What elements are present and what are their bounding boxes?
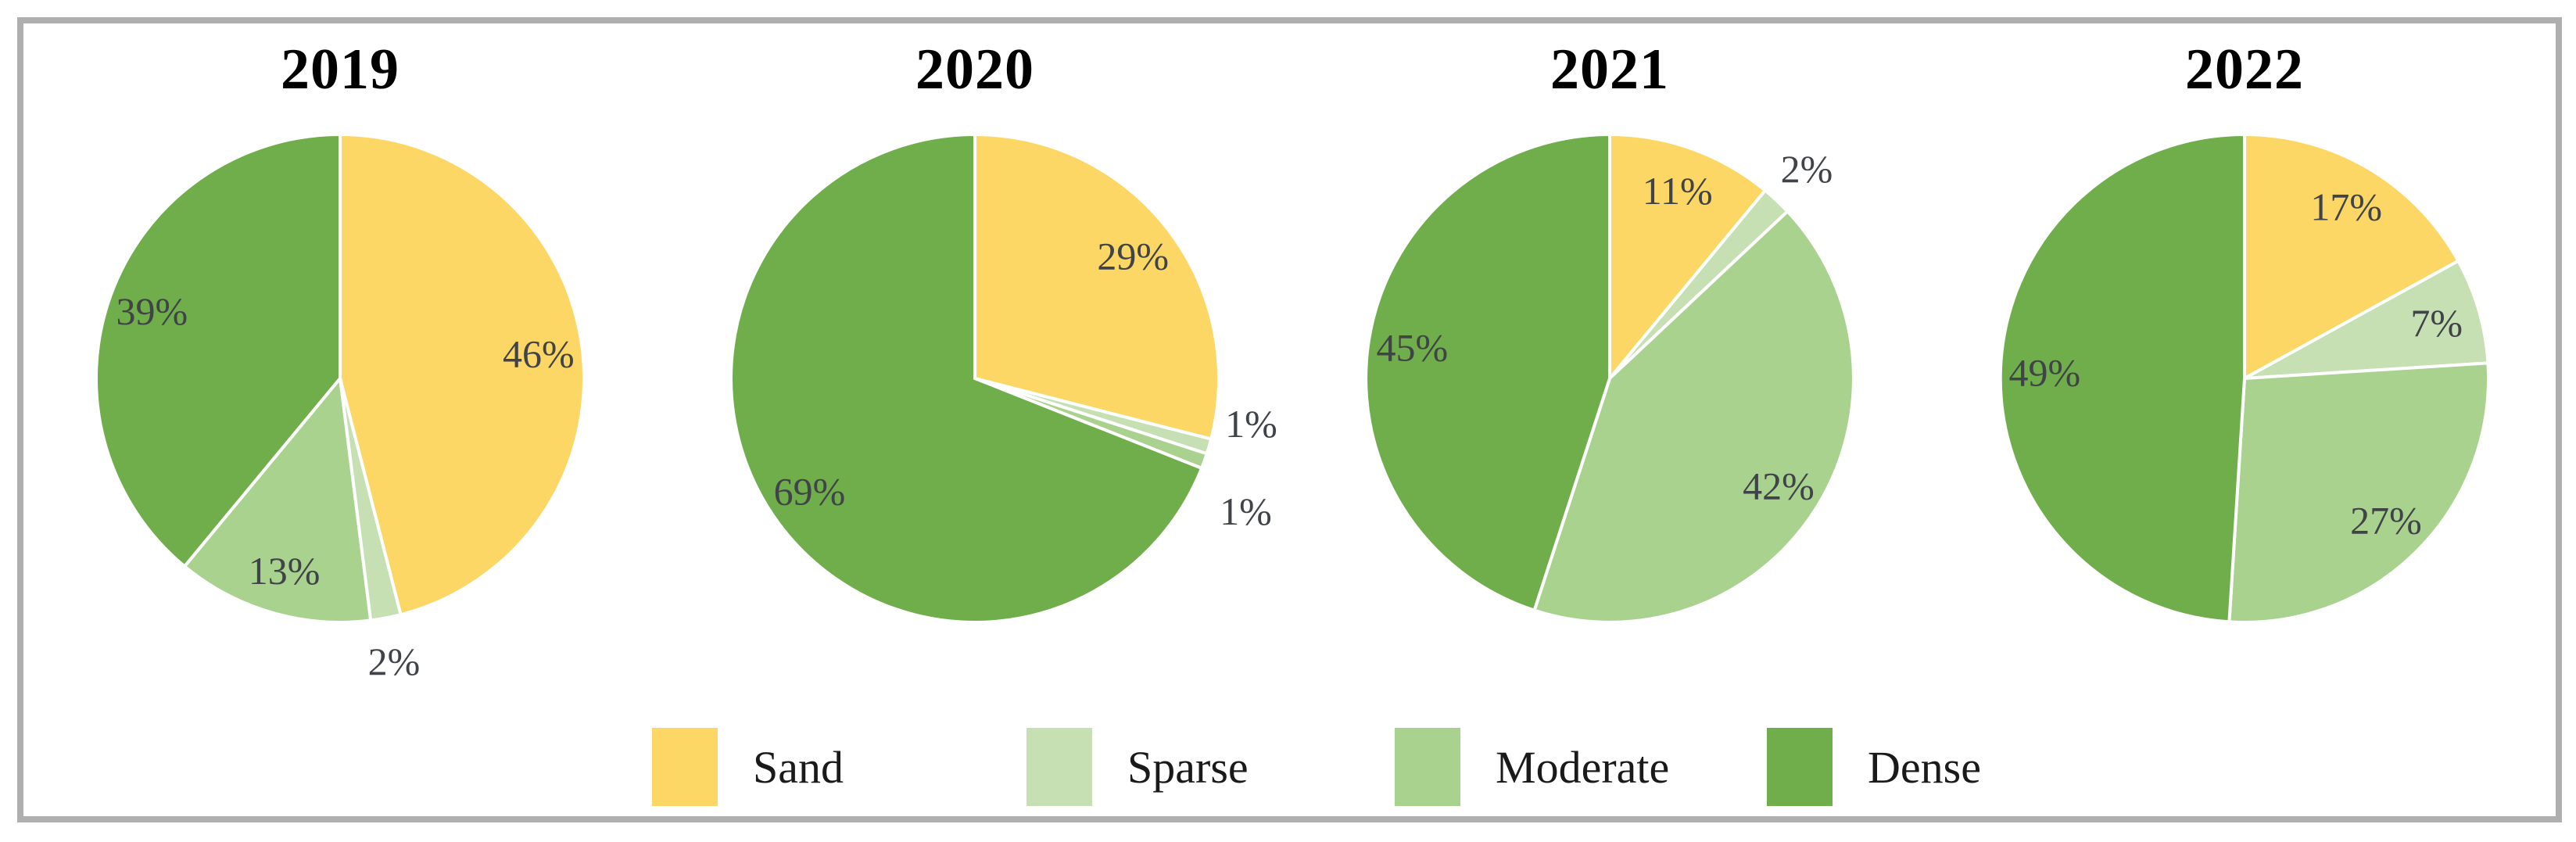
legend-item-sand: Sand	[652, 727, 844, 807]
legend-item-sparse: Sparse	[1026, 727, 1249, 807]
pie-label-2021-moderate: 42%	[1743, 464, 1815, 508]
pie-chart-2022: 17% 7% 27% 49%	[1998, 132, 2490, 624]
pie-label-2022-sand: 17%	[2310, 185, 2382, 228]
legend-item-dense: Dense	[1767, 727, 1981, 807]
pie-label-2020-sparse: 1%	[1225, 402, 1277, 446]
pie-slice-2022-dense	[1998, 132, 2246, 624]
legend-label-dense: Dense	[1868, 741, 1981, 793]
pie-label-2021-dense: 45%	[1376, 326, 1448, 370]
pie-slice-2019-sand	[339, 132, 586, 617]
pie-label-2019-moderate: 13%	[249, 549, 321, 593]
legend-item-moderate: Moderate	[1395, 727, 1669, 807]
pie-title-2021: 2021	[1550, 38, 1669, 102]
pie-title-2022: 2022	[2185, 38, 2304, 102]
pie-slice-2020-sand	[973, 132, 1220, 442]
pie-label-2020-dense: 69%	[774, 469, 846, 513]
legend-swatch-sparse	[1026, 728, 1092, 806]
legend-swatch-sand	[652, 728, 718, 806]
pie-chart-2021: 11% 2% 42% 45%	[1364, 132, 1855, 624]
pie-label-2020-moderate: 1%	[1220, 489, 1272, 533]
pie-label-2022-sparse: 7%	[2410, 301, 2463, 345]
pie-slice-2022-sand	[2243, 132, 2461, 382]
pie-title-2019: 2019	[281, 38, 399, 102]
pie-chart-2020: 29% 1% 1% 69%	[729, 132, 1277, 624]
pie-label-2019-sand: 46%	[503, 331, 575, 375]
pie-slice-2020-dense	[729, 132, 1204, 624]
pie-slice-2022-moderate	[2227, 361, 2490, 624]
legend-label-sparse: Sparse	[1127, 741, 1249, 793]
pie-chart-2019: 46% 2% 13% 39%	[95, 132, 586, 683]
pie-slice-2019-moderate	[182, 374, 373, 624]
pie-slice-2021-moderate	[1532, 209, 1855, 624]
legend-swatch-dense	[1767, 728, 1833, 806]
pie-label-2022-dense: 49%	[2008, 351, 2080, 395]
legend-label-moderate: Moderate	[1496, 741, 1670, 793]
pie-slice-2021-dense	[1364, 132, 1611, 613]
pie-slice-2021-sand	[1608, 132, 1768, 383]
pie-label-2022-moderate: 27%	[2350, 498, 2422, 542]
pie-title-2020: 2020	[915, 38, 1034, 102]
pie-label-2021-sand: 11%	[1643, 169, 1713, 213]
pie-label-2019-sparse: 2%	[368, 640, 421, 683]
pie-slice-2019-dense	[95, 132, 342, 569]
pie-label-2020-sand: 29%	[1097, 235, 1169, 278]
pie-slice-2022-sparse	[2244, 258, 2490, 380]
pie-label-2019-dense: 39%	[116, 289, 188, 333]
legend-label-sand: Sand	[753, 741, 844, 793]
pie-label-2021-sparse: 2%	[1781, 147, 1833, 191]
legend-swatch-moderate	[1395, 728, 1460, 806]
